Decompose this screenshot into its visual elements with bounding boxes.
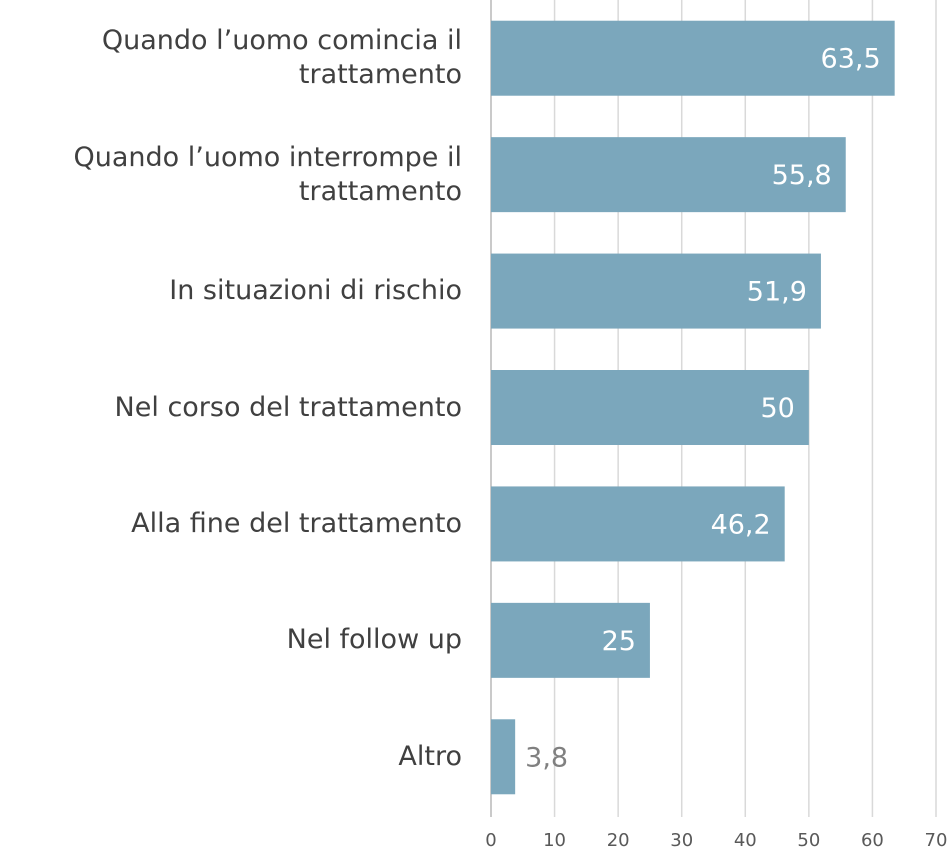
bar bbox=[491, 602, 650, 678]
x-tick-label: 30 bbox=[670, 830, 693, 851]
bar bbox=[491, 253, 821, 329]
bar bbox=[491, 137, 846, 213]
x-tick-label: 40 bbox=[734, 830, 757, 851]
value-label: 50 bbox=[760, 393, 794, 424]
x-tick-label: 10 bbox=[543, 830, 566, 851]
bar bbox=[491, 370, 809, 445]
value-label: 63,5 bbox=[821, 44, 881, 75]
bar bbox=[491, 719, 516, 795]
value-label: 55,8 bbox=[772, 160, 832, 191]
y-tick-label: Nel follow up bbox=[286, 624, 462, 656]
bar bbox=[491, 486, 785, 562]
y-tick-label: Alla fine del trattamento bbox=[131, 507, 462, 539]
x-tick-label: 50 bbox=[797, 830, 820, 851]
bar bbox=[491, 20, 895, 96]
x-tick-label: 20 bbox=[607, 830, 630, 851]
y-tick-label: Altro bbox=[398, 740, 462, 772]
value-label: 3,8 bbox=[525, 742, 568, 773]
y-tick-label: Quando l’uomo interrompe il trattamento bbox=[73, 141, 462, 207]
x-tick-label: 60 bbox=[861, 830, 884, 851]
y-tick-label: In situazioni di rischio bbox=[169, 275, 462, 307]
y-tick-label: Nel corso del trattamento bbox=[114, 391, 462, 423]
x-tick-label: 0 bbox=[485, 830, 496, 851]
value-label: 46,2 bbox=[711, 509, 771, 540]
x-tick-label: 70 bbox=[925, 830, 948, 851]
y-tick-label: Quando l’uomo comincia il trattamento bbox=[101, 25, 462, 91]
value-label: 25 bbox=[602, 626, 636, 657]
value-label: 51,9 bbox=[747, 277, 807, 308]
